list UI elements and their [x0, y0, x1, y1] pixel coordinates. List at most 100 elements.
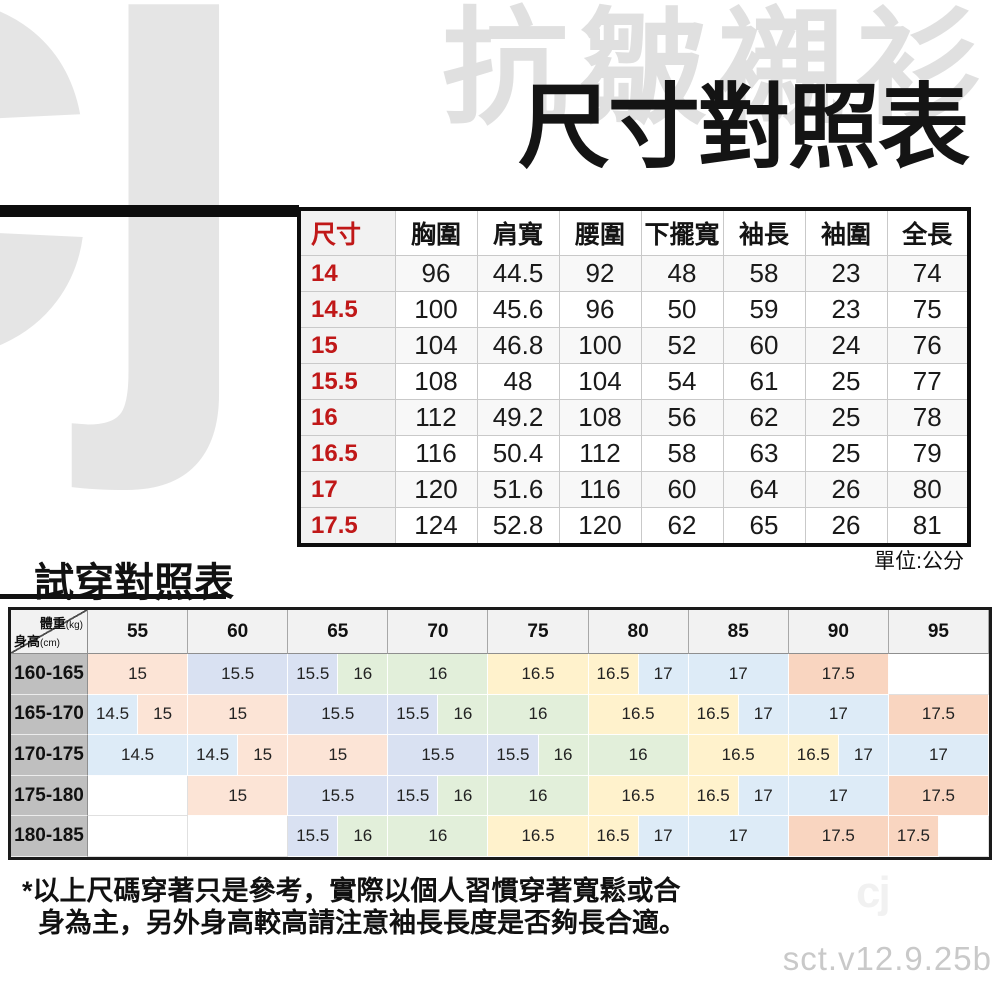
weight-col-header: 55 — [88, 610, 189, 654]
measure-value: 26 — [804, 471, 888, 508]
fit-cell-size: 16.5 — [688, 694, 739, 736]
size-table-row: 14 96 44.5 92 48 58 23 74 — [298, 255, 970, 292]
measure-col-header: 袖圍 — [804, 208, 888, 256]
size-table-row: 17 120 51.6 116 60 64 26 80 — [298, 471, 970, 508]
size-value: 17.5 — [298, 507, 396, 546]
fit-cell-size: 16 — [388, 816, 489, 857]
weight-col-header: 60 — [188, 610, 289, 654]
fit-cell-size: 15.5 — [488, 735, 539, 776]
measure-value: 75 — [886, 291, 970, 328]
corner-watermark: cj — [856, 868, 891, 917]
measure-value: 24 — [804, 327, 888, 364]
measure-col-header: 下擺寬 — [640, 208, 724, 256]
fit-cell-size: 15.5 — [288, 816, 339, 857]
fit-cell-size: 16 — [538, 735, 589, 776]
measure-value: 120 — [558, 507, 642, 546]
brand-watermark-logo: cj — [0, 0, 265, 493]
fit-cell-size: 15.5 — [388, 735, 489, 776]
fit-cell-empty — [188, 816, 289, 857]
fit-table-corner-cell: 體重(kg) 身高(cm) — [11, 610, 88, 654]
measure-value: 76 — [886, 327, 970, 364]
size-table-wrap: 尺寸 胸圍 肩寬 腰圍 下擺寬 袖長 袖圍 全長 14 96 44.5 92 48 58 23 74 14.5… — [297, 207, 971, 547]
unit-note: 單位:公分 — [874, 550, 964, 573]
fit-cell-size: 16 — [438, 775, 489, 817]
fit-cell-size: 17 — [638, 816, 689, 857]
size-table-row: 17.5 124 52.8 120 62 65 26 81 — [298, 507, 970, 546]
fit-cell-size: 16.5 — [488, 816, 589, 857]
measure-value: 52 — [640, 327, 724, 364]
measure-value: 45.6 — [476, 291, 560, 328]
measure-value: 60 — [640, 471, 724, 508]
measure-value: 60 — [722, 327, 806, 364]
measure-value: 120 — [394, 471, 478, 508]
size-col-header: 尺寸 — [298, 208, 396, 256]
weight-col-header: 95 — [888, 610, 989, 654]
fit-cell-size: 16 — [438, 694, 489, 736]
fit-cell-empty — [88, 816, 189, 857]
fit-cell-size: 15.5 — [288, 775, 389, 817]
measure-value: 62 — [640, 507, 724, 546]
size-table-row: 16 112 49.2 108 56 62 25 78 — [298, 399, 970, 436]
measure-value: 48 — [476, 363, 560, 400]
fit-cell-size: 16 — [488, 775, 589, 817]
measure-value: 124 — [394, 507, 478, 546]
fit-cell-size: 17.5 — [788, 654, 889, 695]
measure-value: 25 — [804, 399, 888, 436]
measure-value: 51.6 — [476, 471, 560, 508]
fit-cell-size: 16 — [588, 735, 689, 776]
corner-height-label: 身高(cm) — [14, 634, 61, 649]
measure-value: 96 — [558, 291, 642, 328]
fit-cell-empty — [938, 816, 989, 857]
measure-value: 112 — [394, 399, 478, 436]
measure-col-header: 肩寬 — [476, 208, 560, 256]
fit-cell-size: 17 — [688, 654, 789, 695]
fit-cell-size: 17 — [688, 816, 789, 857]
fit-cell-size: 17 — [838, 735, 889, 776]
page-title: 尺寸對照表 — [517, 77, 970, 179]
weight-col-header: 70 — [388, 610, 489, 654]
fit-cell-empty — [888, 654, 989, 695]
measure-value: 74 — [886, 255, 970, 292]
size-value: 16 — [298, 399, 396, 436]
fit-cell-size: 16.5 — [688, 775, 739, 817]
size-table: 尺寸 胸圍 肩寬 腰圍 下擺寬 袖長 袖圍 全長 14 96 44.5 92 48 58 23 74 14.5… — [297, 207, 971, 547]
measure-value: 108 — [558, 399, 642, 436]
footnote: *以上尺碼穿著只是參考，實際以個人習慣穿著寬鬆或合 身為主，另外身高較高請注意袖… — [22, 876, 686, 940]
fit-cell-size: 16.5 — [588, 816, 639, 857]
measure-value: 77 — [886, 363, 970, 400]
measure-value: 92 — [558, 255, 642, 292]
measure-value: 116 — [394, 435, 478, 472]
measure-value: 63 — [722, 435, 806, 472]
fit-cell-size: 16.5 — [688, 735, 789, 776]
measure-value: 100 — [558, 327, 642, 364]
measure-value: 25 — [804, 363, 888, 400]
measure-col-header: 全長 — [886, 208, 970, 256]
fit-cell-size: 17.5 — [788, 816, 889, 857]
measure-value: 25 — [804, 435, 888, 472]
fit-table-title: 試穿對照表 — [34, 561, 234, 605]
measure-value: 116 — [558, 471, 642, 508]
fit-cell-size: 16 — [338, 654, 389, 695]
measure-value: 104 — [394, 327, 478, 364]
fit-cell-size: 17 — [788, 694, 889, 736]
fit-cell-size: 17 — [788, 775, 889, 817]
measure-value: 48 — [640, 255, 724, 292]
fit-cell-size: 16 — [488, 694, 589, 736]
size-value: 14.5 — [298, 291, 396, 328]
fit-cell-size: 17.5 — [888, 775, 989, 817]
size-table-row: 15 104 46.8 100 52 60 24 76 — [298, 327, 970, 364]
measure-value: 59 — [722, 291, 806, 328]
fit-cell-size: 16.5 — [588, 694, 689, 736]
fit-title-underline — [0, 594, 226, 599]
weight-col-header: 65 — [288, 610, 389, 654]
fit-cell-size: 16 — [388, 654, 489, 695]
weight-col-header: 75 — [488, 610, 589, 654]
corner-weight-label: 體重(kg) — [39, 616, 83, 631]
weight-col-header: 90 — [788, 610, 889, 654]
height-row-header: 180-185 — [11, 816, 88, 857]
fit-cell-size: 15.5 — [288, 694, 389, 736]
fit-cell-size: 15.5 — [188, 654, 289, 695]
size-table-header-row: 尺寸 胸圍 肩寬 腰圍 下擺寬 袖長 袖圍 全長 — [298, 208, 970, 256]
measure-value: 96 — [394, 255, 478, 292]
